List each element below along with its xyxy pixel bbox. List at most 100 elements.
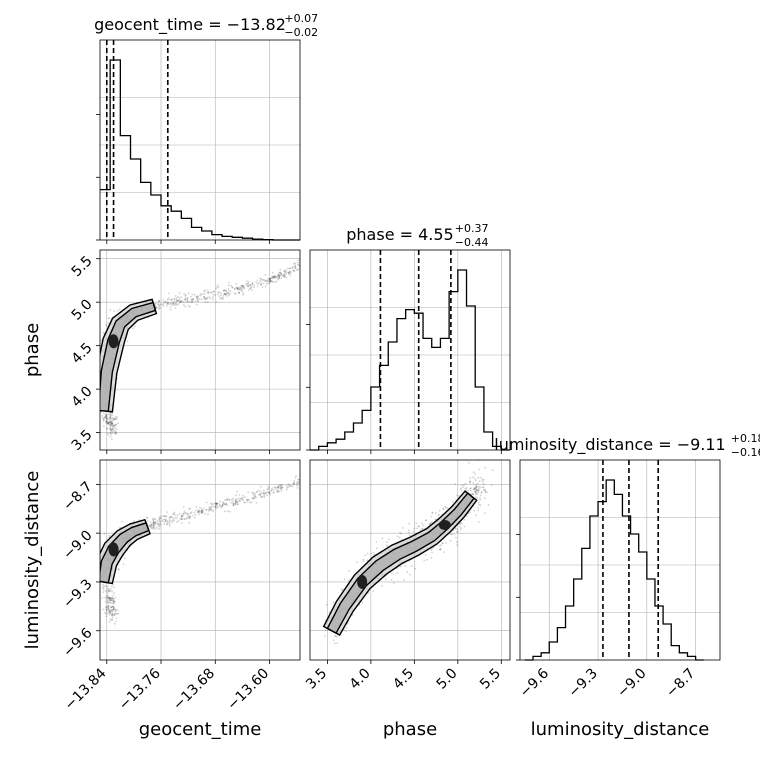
sample-point — [194, 513, 197, 516]
sample-point — [207, 292, 210, 294]
sample-point — [105, 414, 107, 417]
sample-point — [196, 295, 199, 298]
sample-point — [254, 493, 256, 496]
sample-point — [180, 515, 183, 517]
sample-point — [477, 509, 480, 512]
sample-point — [229, 290, 232, 292]
sample-point — [198, 509, 201, 512]
sample-point — [215, 301, 218, 303]
sample-point — [483, 512, 486, 515]
sample-point — [206, 301, 209, 303]
sample-point — [184, 295, 187, 297]
sample-point — [159, 520, 162, 523]
sample-point — [203, 295, 205, 298]
sample-point — [277, 487, 280, 489]
sample-point — [243, 287, 246, 290]
sample-point — [262, 492, 265, 495]
sample-point — [105, 421, 107, 424]
sample-point — [159, 307, 162, 309]
sample-point — [467, 512, 470, 515]
sample-point — [208, 508, 211, 511]
sample-point — [478, 468, 481, 471]
sample-point — [158, 525, 161, 528]
sample-point — [200, 510, 203, 513]
sample-point — [284, 270, 286, 272]
sample-point — [434, 511, 437, 514]
sample-point — [251, 492, 254, 495]
sample-point — [291, 485, 294, 488]
sample-point — [107, 611, 110, 613]
sample-point — [414, 567, 417, 570]
sample-point — [250, 501, 253, 504]
sample-point — [113, 601, 116, 604]
sample-point — [212, 510, 215, 512]
sample-point — [197, 513, 200, 516]
sample-point — [408, 534, 411, 536]
sample-point — [197, 296, 200, 299]
sample-point — [104, 324, 107, 327]
sample-point — [343, 578, 346, 581]
sample-point — [109, 416, 112, 419]
sample-point — [269, 280, 272, 283]
sample-point — [190, 299, 193, 302]
sample-point — [102, 425, 105, 427]
sample-point — [262, 278, 265, 281]
sample-point — [370, 552, 373, 555]
sample-point — [456, 541, 458, 544]
sample-point — [280, 272, 282, 275]
sample-point — [180, 301, 182, 303]
sample-point — [247, 281, 250, 283]
sample-point — [109, 596, 111, 599]
sample-point — [197, 295, 199, 297]
sample-point — [404, 565, 407, 568]
sample-point — [103, 416, 106, 419]
sample-point — [446, 507, 449, 509]
sample-point — [152, 521, 155, 524]
sample-point — [476, 485, 478, 488]
sample-point — [424, 554, 427, 556]
sample-point — [232, 504, 235, 506]
sample-point — [209, 291, 212, 294]
sample-point — [294, 262, 296, 264]
sample-point — [197, 300, 200, 302]
title-plus: +0.37 — [455, 222, 489, 235]
sample-point — [222, 294, 225, 297]
sample-point — [168, 292, 171, 295]
sample-point — [146, 520, 149, 522]
sample-point — [430, 556, 433, 559]
sample-point — [236, 288, 239, 291]
sample-point — [431, 551, 433, 554]
sample-point — [109, 415, 112, 418]
sample-point — [265, 280, 268, 283]
sample-point — [187, 292, 190, 295]
y-axis-label: luminosity_distance — [22, 471, 43, 650]
x-axis-label: geocent_time — [139, 719, 262, 740]
sample-point — [247, 284, 250, 287]
sample-point — [168, 517, 171, 519]
sample-point — [108, 597, 111, 600]
sample-point — [247, 282, 250, 285]
sample-point — [159, 522, 162, 525]
sample-point — [111, 612, 114, 615]
sample-point — [230, 501, 232, 504]
sample-point — [278, 277, 280, 280]
sample-point — [437, 515, 440, 517]
sample-point — [391, 572, 393, 575]
sample-point — [111, 432, 114, 434]
sample-point — [189, 507, 191, 510]
sample-point — [291, 267, 294, 269]
sample-point — [104, 416, 107, 419]
sample-point — [188, 521, 191, 524]
sample-point — [205, 297, 208, 300]
sample-point — [105, 415, 107, 417]
sample-point — [271, 276, 274, 278]
sample-point — [181, 299, 184, 302]
sample-point — [336, 635, 338, 638]
sample-point — [221, 505, 223, 508]
sample-point — [208, 506, 211, 509]
sample-point — [106, 585, 109, 588]
sample-point — [105, 605, 107, 608]
sample-point — [445, 506, 447, 509]
sample-point — [228, 498, 231, 501]
sample-point — [172, 512, 175, 515]
